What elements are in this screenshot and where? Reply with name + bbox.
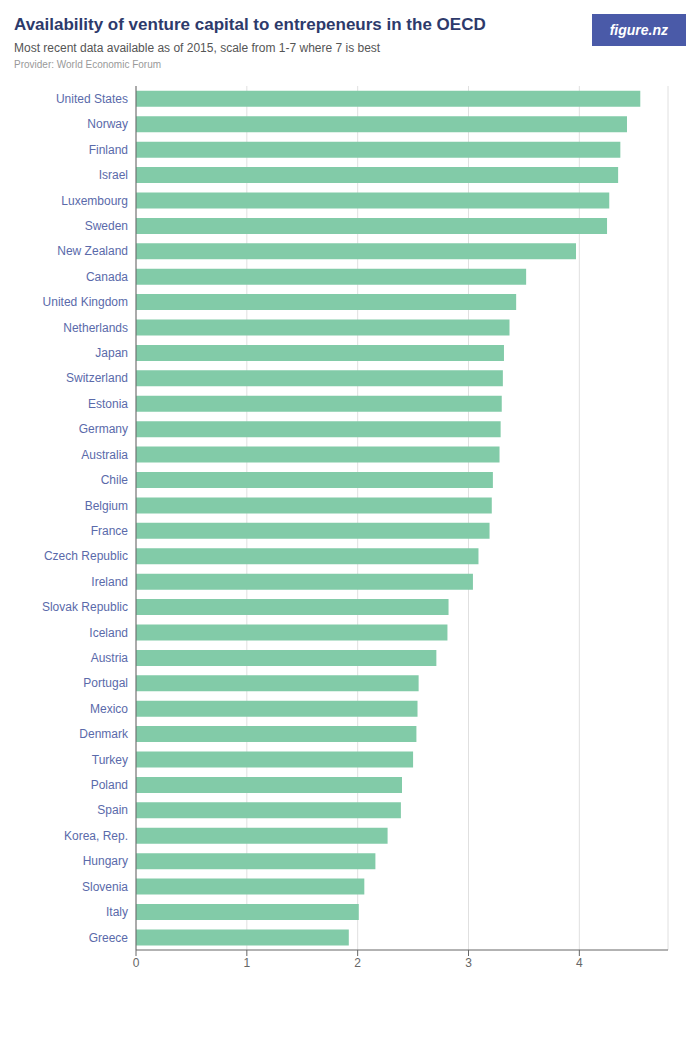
svg-text:Korea, Rep.: Korea, Rep. bbox=[64, 829, 128, 843]
svg-text:Germany: Germany bbox=[79, 423, 128, 437]
svg-text:1: 1 bbox=[243, 956, 250, 970]
svg-text:Estonia: Estonia bbox=[88, 397, 128, 411]
svg-text:Mexico: Mexico bbox=[90, 702, 128, 716]
svg-text:Norway: Norway bbox=[87, 118, 128, 132]
svg-text:3: 3 bbox=[465, 956, 472, 970]
svg-text:Chile: Chile bbox=[101, 473, 129, 487]
svg-text:Portugal: Portugal bbox=[83, 677, 128, 691]
svg-text:New Zealand: New Zealand bbox=[57, 245, 128, 259]
svg-text:France: France bbox=[91, 524, 129, 538]
svg-text:Hungary: Hungary bbox=[83, 855, 128, 869]
svg-text:Spain: Spain bbox=[97, 804, 128, 818]
svg-text:Denmark: Denmark bbox=[79, 728, 129, 742]
svg-text:Ireland: Ireland bbox=[91, 575, 128, 589]
svg-text:Japan: Japan bbox=[95, 346, 128, 360]
svg-text:Sweden: Sweden bbox=[85, 219, 128, 233]
svg-text:Turkey: Turkey bbox=[92, 753, 128, 767]
svg-text:Greece: Greece bbox=[89, 931, 129, 945]
svg-text:Iceland: Iceland bbox=[89, 626, 128, 640]
html-text:Availability of venture capita: Availability of venture capital to entre… bbox=[14, 15, 486, 34]
svg-text:United States: United States bbox=[56, 92, 128, 106]
svg-text:2: 2 bbox=[354, 956, 361, 970]
svg-text:United Kingdom: United Kingdom bbox=[43, 296, 128, 310]
html-text:Most recent data available as: Most recent data available as of 2015, s… bbox=[14, 41, 381, 56]
svg-text:Canada: Canada bbox=[86, 270, 128, 284]
svg-text:Finland: Finland bbox=[89, 143, 128, 157]
svg-text:Israel: Israel bbox=[99, 168, 128, 182]
svg-text:4: 4 bbox=[576, 956, 583, 970]
svg-text:Italy: Italy bbox=[106, 905, 128, 919]
svg-text:Australia: Australia bbox=[81, 448, 128, 462]
svg-text:Luxembourg: Luxembourg bbox=[61, 194, 128, 208]
svg-text:Belgium: Belgium bbox=[85, 499, 128, 513]
html-text:figure.nz: figure.nz bbox=[609, 22, 668, 38]
svg-text:Netherlands: Netherlands bbox=[63, 321, 128, 335]
html-text:Provider: World Economic Forum: Provider: World Economic Forum bbox=[14, 59, 162, 71]
svg-text:Switzerland: Switzerland bbox=[66, 372, 128, 386]
svg-text:Poland: Poland bbox=[91, 778, 128, 792]
svg-text:Czech Republic: Czech Republic bbox=[44, 550, 128, 564]
svg-text:Slovenia: Slovenia bbox=[82, 880, 128, 894]
svg-text:Austria: Austria bbox=[91, 651, 129, 665]
svg-text:Slovak Republic: Slovak Republic bbox=[42, 600, 128, 614]
svg-text:0: 0 bbox=[133, 956, 140, 970]
